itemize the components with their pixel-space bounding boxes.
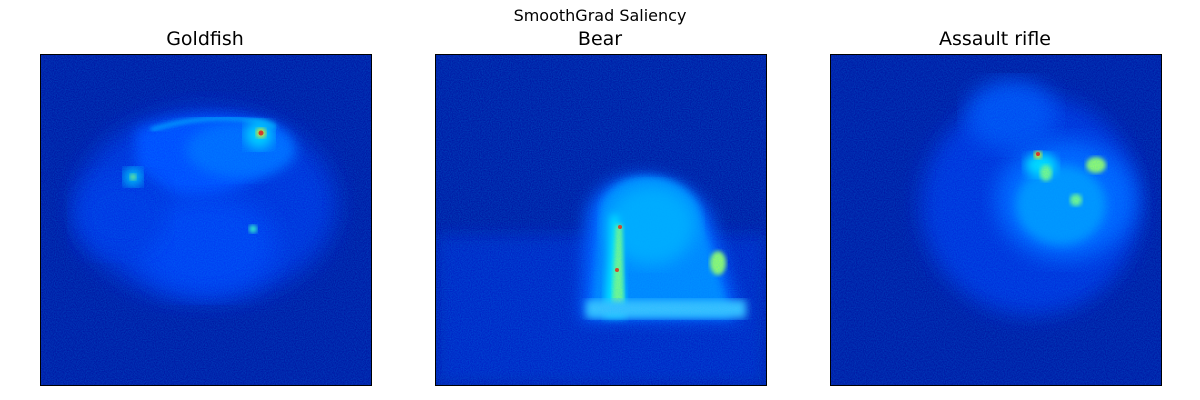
- saliency-map-bear: [435, 54, 767, 386]
- saliency-image-goldfish: [41, 55, 371, 385]
- figure-title: SmoothGrad Saliency: [513, 6, 687, 25]
- panel-title-goldfish: Goldfish: [166, 28, 244, 50]
- saliency-image-bear: [436, 55, 766, 385]
- saliency-map-goldfish: [40, 54, 372, 386]
- panel-title-bear: Bear: [577, 28, 623, 50]
- panel-title-assault-rifle: Assault rifle: [939, 28, 1051, 50]
- saliency-image-assault-rifle: [831, 55, 1161, 385]
- saliency-map-assault-rifle: [830, 54, 1162, 386]
